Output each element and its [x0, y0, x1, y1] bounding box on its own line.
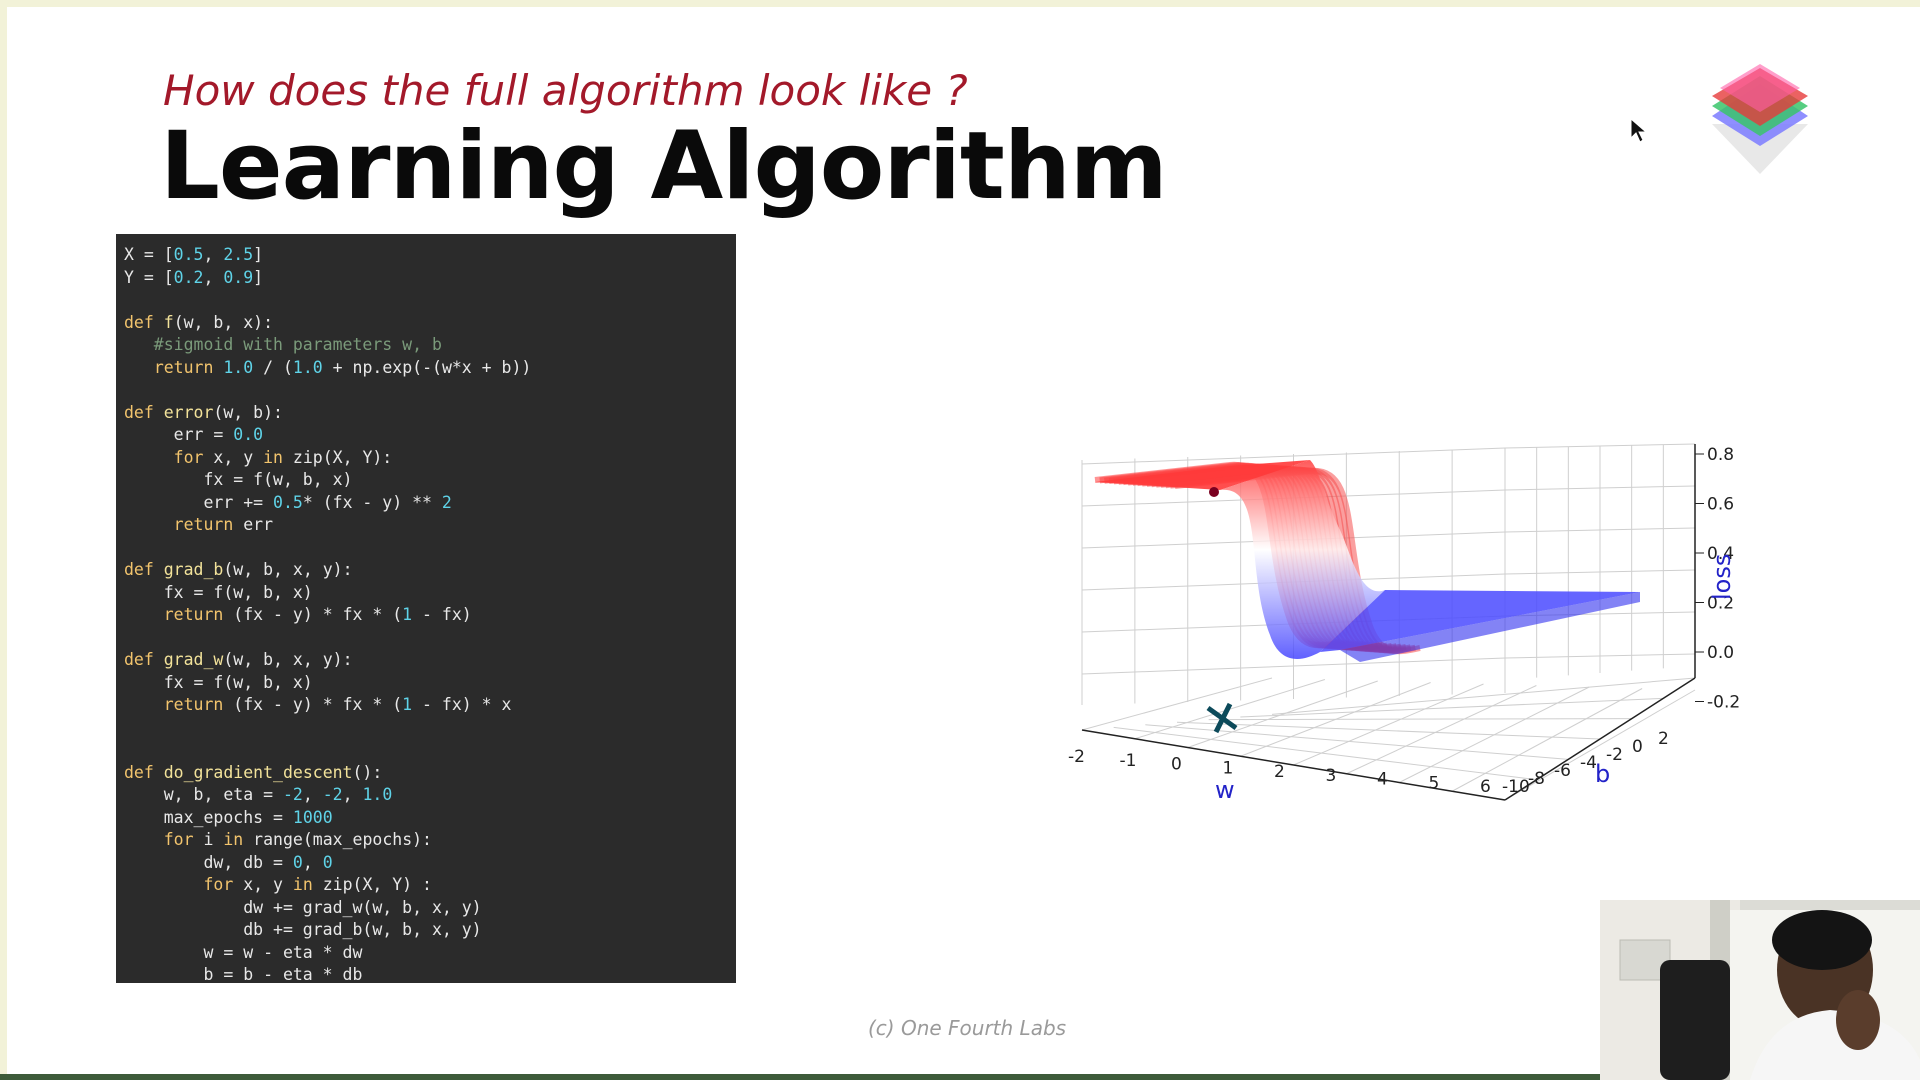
code-line: b = b - eta * db — [124, 965, 363, 983]
w-tick-label: 1 — [1223, 758, 1234, 778]
code-text: X = [0.5, 2.5] Y = [0.2, 0.9] def f(w, b,… — [116, 234, 736, 983]
code-line: return (fx - y) * fx * (1 - fx) — [163, 605, 472, 624]
code-line: fx = f(w, b, x) — [124, 672, 313, 692]
w-tick-label: 6 — [1480, 777, 1491, 797]
code-line: def grad_w(w, b, x, y): — [124, 650, 353, 669]
code-line: Y = [0.2, 0.9] — [124, 267, 264, 287]
grid-line — [1187, 680, 1378, 748]
b-tick-label: -8 — [1528, 769, 1545, 789]
loss-tick-label: 0.0 — [1707, 643, 1734, 663]
loss-surface-plot: -2 -1 0 1 2 3 4 5 6 -10-8 -6 -4 -2 0 20.80.60.40.20.0-… — [1068, 443, 1740, 804]
code-line: max_epochs = 1000 — [124, 807, 333, 827]
layered-diamond-logo-icon — [1712, 64, 1808, 174]
b-axis-label: b — [1595, 760, 1610, 788]
code-line — [124, 627, 736, 650]
code-line — [124, 717, 736, 740]
grid-line — [1504, 527, 1696, 533]
w-axis-line — [1081, 729, 1506, 801]
b-tick-label: -4 — [1580, 753, 1597, 773]
b-tick-label: -6 — [1554, 761, 1571, 781]
grid-line — [1504, 689, 1696, 801]
code-line: for x, y in zip(X, Y): — [173, 447, 393, 467]
code-line: return 1.0 / (1.0 + np.exp(-(w*x + b)) — [153, 357, 532, 377]
code-line — [124, 379, 736, 402]
w-tick-label: 4 — [1377, 770, 1388, 790]
code-line: for i in range(max_epochs): — [163, 830, 432, 849]
w-tick-label: -2 — [1068, 747, 1085, 767]
webcam-video — [1600, 900, 1920, 1080]
w-tick-label: 3 — [1326, 766, 1337, 786]
code-line: dw += grad_w(w, b, x, y) — [124, 897, 482, 917]
code-line — [124, 739, 736, 762]
b-tick-label: 0 — [1632, 737, 1643, 757]
code-line: return err — [173, 515, 274, 534]
grid-line — [1208, 718, 1632, 721]
loss-surface — [1094, 460, 1640, 662]
minimum-marker — [1206, 702, 1238, 734]
grid-line — [1081, 677, 1273, 731]
current-point-marker — [1209, 487, 1219, 497]
slide-title: Learning Algorithm — [160, 112, 1168, 221]
w-axis-label: w — [1215, 776, 1235, 804]
grid-line — [1504, 485, 1696, 491]
grid-line — [1293, 683, 1484, 766]
mouse-pointer-icon — [1630, 118, 1648, 143]
b-tick-label: -10 — [1502, 777, 1530, 797]
grid-line — [1504, 569, 1696, 575]
w-tick-label: 5 — [1429, 773, 1440, 793]
surface-plateau-low — [1320, 590, 1640, 652]
loss-tick-label: 0.6 — [1707, 495, 1734, 515]
code-line: db += grad_b(w, b, x, y) — [124, 920, 482, 939]
code-line: def f(w, b, x): — [124, 312, 274, 332]
plot-ticks: -2 -1 0 1 2 3 4 5 6 -10-8 -6 -4 -2 0 20.80.60.40.20.0-… — [1068, 445, 1740, 797]
code-line: fx = f(w, b, x) — [124, 470, 353, 489]
code-line: for x, y in zip(X, Y) : — [203, 875, 432, 894]
code-line: X = [0.5, 2.5] — [124, 245, 264, 264]
loss-tick-label: -0.2 — [1707, 693, 1740, 713]
grid-line — [1240, 697, 1664, 718]
grid-line — [1145, 724, 1569, 760]
code-block: X = [0.5, 2.5] Y = [0.2, 0.9] def f(w, b,… — [116, 234, 736, 983]
footer-copyright: (c) One Fourth Labs — [868, 1016, 1067, 1040]
grid-line — [1113, 726, 1537, 781]
code-line — [124, 537, 736, 560]
b-axis-line — [1504, 677, 1696, 801]
loss-axis-label: loss — [1708, 554, 1736, 600]
surface-plateau-edge — [1340, 592, 1640, 662]
w-tick-label: -1 — [1120, 751, 1137, 771]
code-line: err = 0.0 — [124, 425, 264, 444]
code-line — [124, 289, 736, 312]
loss-tick-label: 0.2 — [1707, 594, 1734, 614]
grid-line — [1271, 677, 1696, 715]
grid-line — [1451, 688, 1643, 792]
w-tick-label: 2 — [1274, 762, 1285, 782]
grid-line — [1081, 657, 1506, 675]
surface-plateau-high — [1095, 460, 1310, 490]
bottom-strip — [0, 1074, 1920, 1080]
code-line: fx = f(w, b, x) — [124, 582, 313, 602]
slide-subtitle: How does the full algorithm look like ? — [163, 66, 968, 115]
grid-line — [1346, 685, 1537, 775]
code-line: def grad_b(w, b, x, y): — [124, 560, 353, 579]
grid-line — [1504, 653, 1696, 659]
code-line: dw, db = 0, 0 — [124, 852, 333, 872]
surface-slope — [1220, 460, 1385, 659]
code-line: #sigmoid with parameters w, b — [124, 335, 442, 354]
code-line: def do_gradient_descent(): — [124, 762, 383, 782]
grid-line — [1504, 443, 1696, 449]
grid-line — [1081, 447, 1506, 465]
w-tick-label: 0 — [1171, 755, 1182, 775]
b-tick-label: 2 — [1658, 729, 1669, 749]
grid-line — [1176, 721, 1601, 740]
code-line: return (fx - y) * fx * (1 - fx) * x — [163, 695, 512, 714]
b-tick-label: -2 — [1606, 745, 1623, 765]
loss-tick-label: 0.8 — [1707, 445, 1734, 465]
code-line: w, b, eta = -2, -2, 1.0 — [124, 785, 393, 804]
loss-tick-label: 0.4 — [1707, 544, 1734, 564]
code-line: def error(w, b): — [124, 402, 283, 422]
code-line: w = w - eta * dw — [124, 942, 363, 962]
code-line: err += 0.5* (fx - y) ** 2 — [124, 492, 452, 512]
